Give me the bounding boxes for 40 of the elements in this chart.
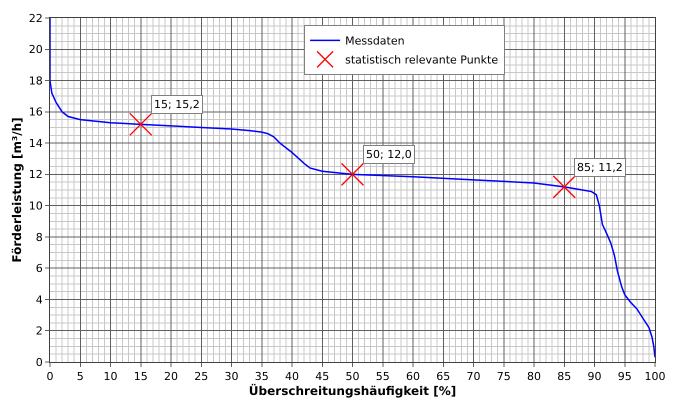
x-tick-label: 65 bbox=[436, 370, 450, 384]
x-tick-label: 15 bbox=[134, 370, 148, 384]
y-tick-label: 20 bbox=[28, 43, 43, 56]
x-tick-label: 30 bbox=[224, 370, 238, 384]
y-tick-label: 14 bbox=[28, 136, 43, 150]
x-tick-label: 80 bbox=[527, 370, 541, 384]
legend-label: Messdaten bbox=[345, 34, 405, 48]
y-tick-label: 0 bbox=[36, 356, 43, 369]
x-tick-label: 50 bbox=[346, 370, 360, 384]
y-tick-label: 18 bbox=[28, 74, 43, 88]
x-tick-label: 75 bbox=[496, 370, 511, 384]
y-tick-label: 16 bbox=[28, 106, 43, 119]
x-tick-label: 20 bbox=[164, 370, 178, 384]
x-tick-label: 5 bbox=[76, 370, 84, 384]
x-tick-label: 10 bbox=[104, 370, 118, 384]
x-axis-title: Überschreitungshäufigkeit [%] bbox=[248, 383, 456, 398]
y-tick-label: 6 bbox=[36, 262, 43, 276]
x-tick-label: 25 bbox=[194, 370, 208, 384]
x-tick-label: 90 bbox=[588, 370, 602, 384]
y-tick-label: 8 bbox=[36, 230, 43, 244]
x-tick-label: 60 bbox=[406, 370, 420, 384]
y-tick-label: 4 bbox=[36, 293, 43, 306]
annotation: 15; 15,2 bbox=[154, 98, 200, 111]
x-tick-label: 45 bbox=[315, 370, 330, 384]
y-tick-label: 2 bbox=[36, 324, 43, 338]
x-tick-label: 35 bbox=[254, 370, 269, 384]
x-tick-label: 70 bbox=[466, 370, 480, 384]
annotation: 50; 12,0 bbox=[366, 148, 412, 161]
y-tick-label: 10 bbox=[28, 199, 43, 212]
y-tick-label: 22 bbox=[28, 12, 43, 25]
legend-label: statistisch relevante Punkte bbox=[345, 54, 498, 67]
y-tick-label: 12 bbox=[28, 168, 43, 182]
x-tick-label: 55 bbox=[376, 370, 390, 384]
x-tick-label: 40 bbox=[285, 370, 299, 384]
y-axis-title: Förderleistung [m³/h] bbox=[10, 117, 24, 263]
x-tick-label: 100 bbox=[644, 370, 666, 384]
x-tick-label: 95 bbox=[618, 370, 632, 384]
x-tick-label: 85 bbox=[557, 370, 572, 384]
x-tick-label: 0 bbox=[46, 370, 54, 384]
annotation: 85; 11,2 bbox=[577, 161, 623, 174]
